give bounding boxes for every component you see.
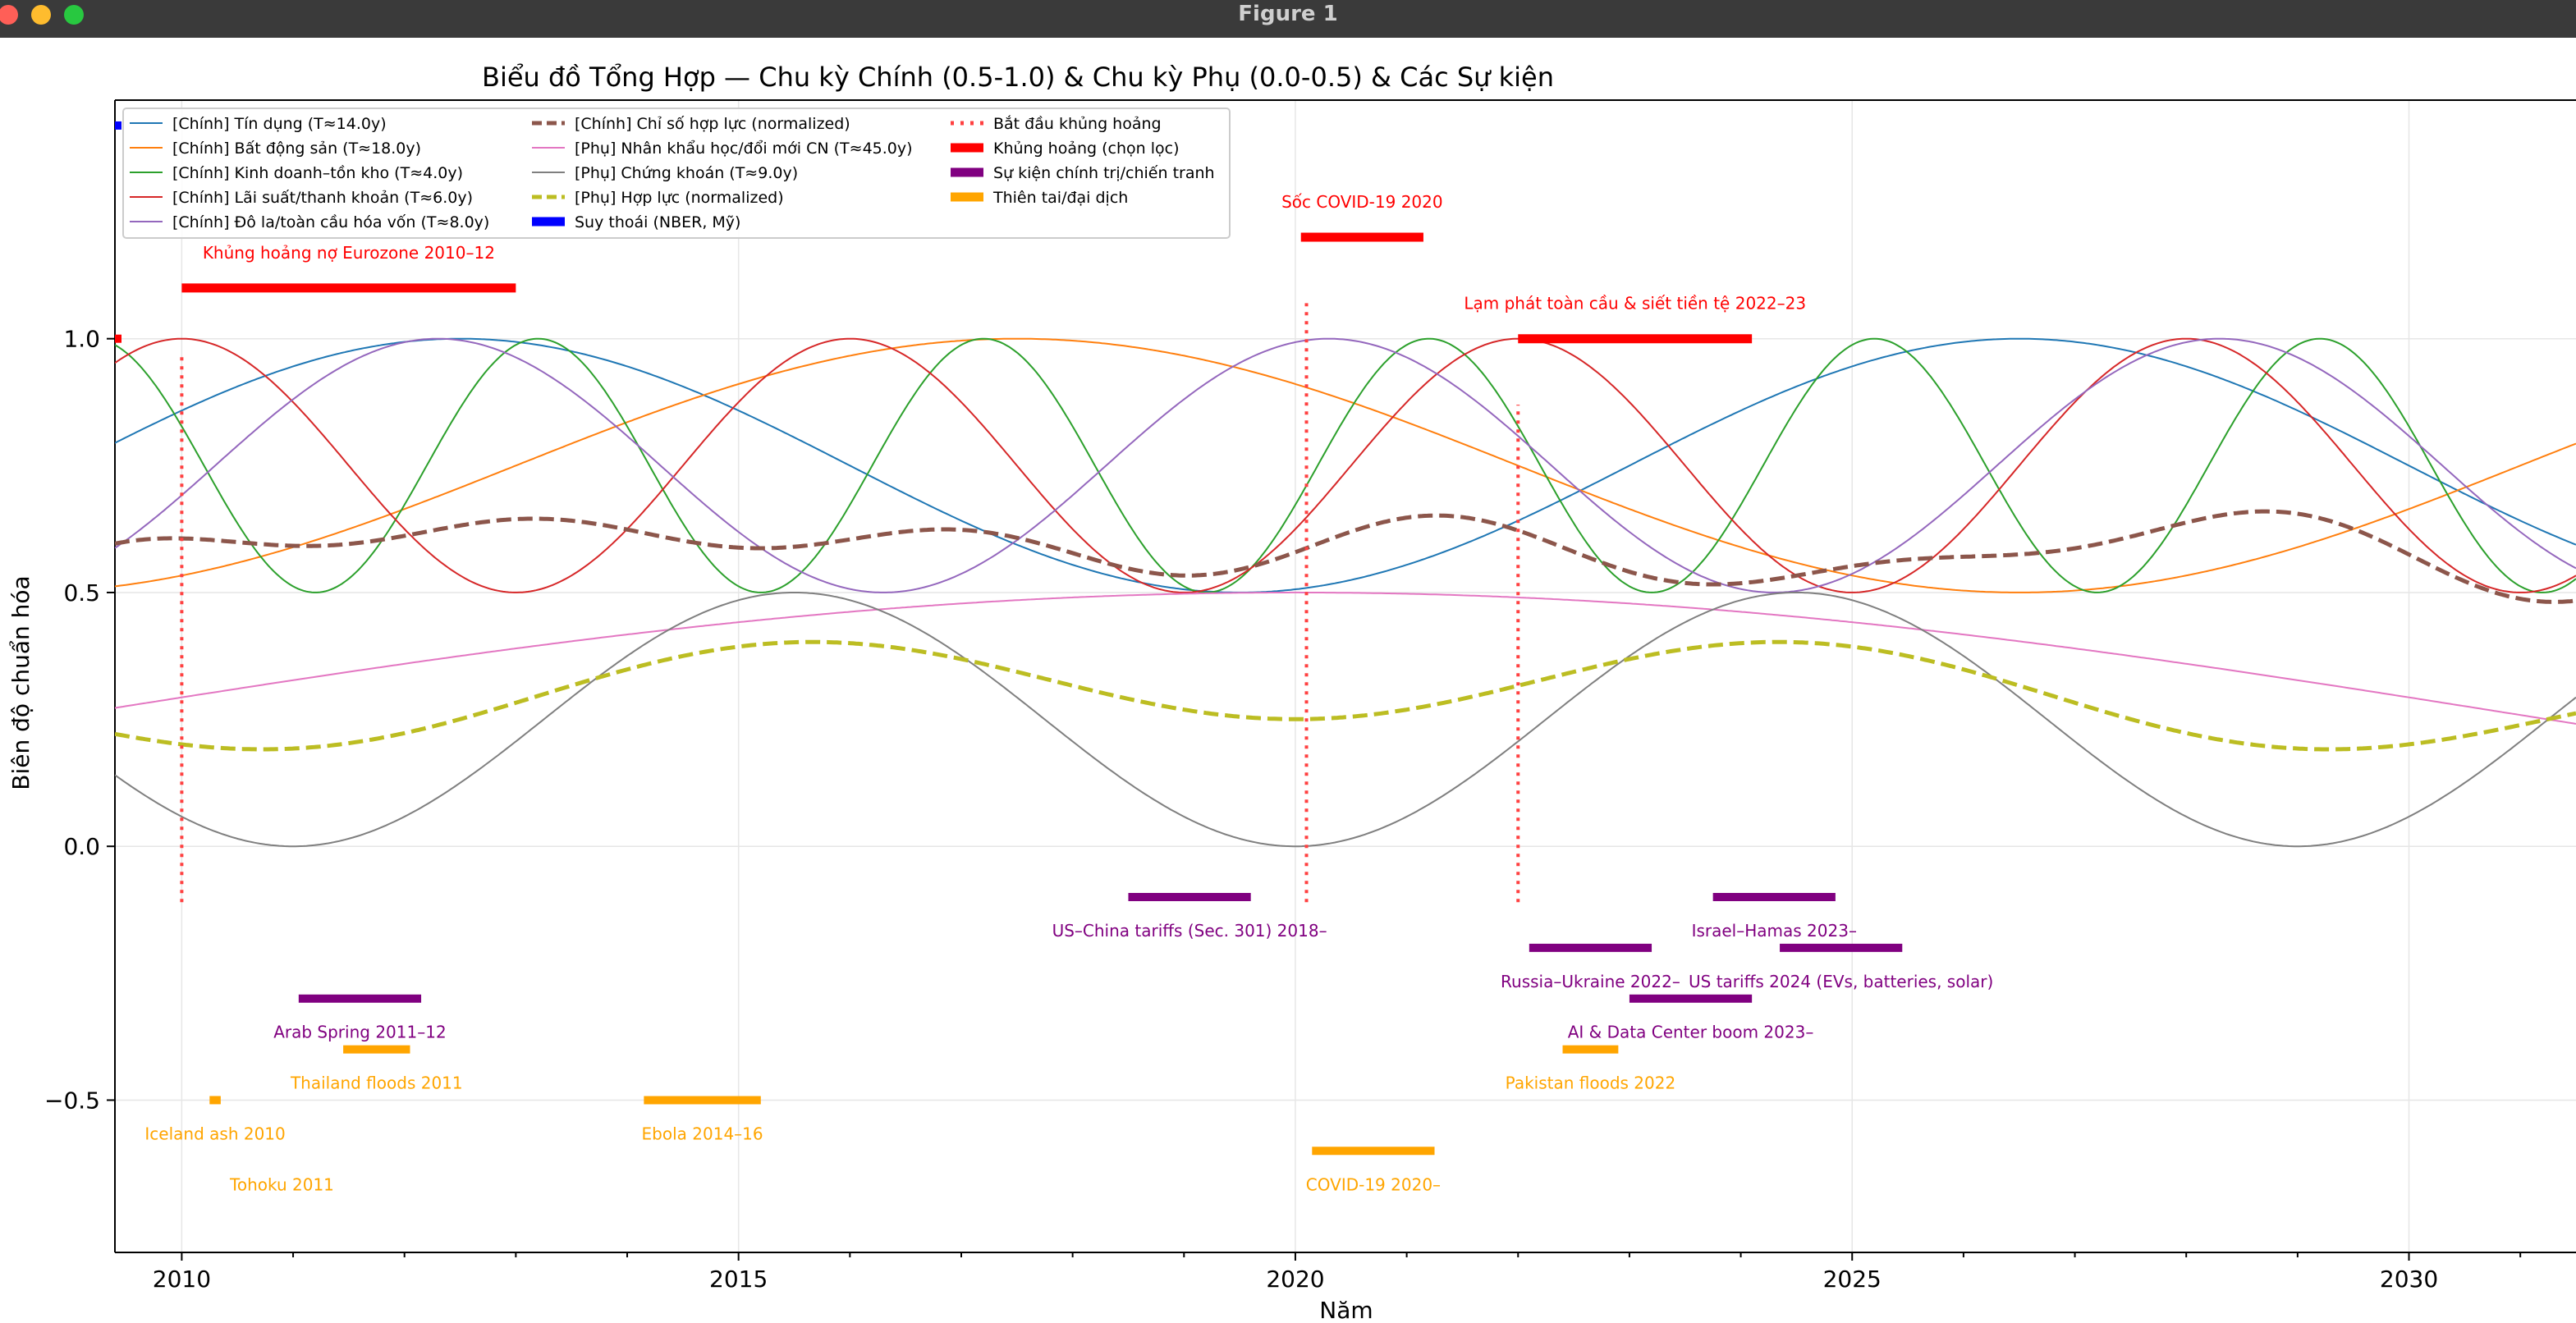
political-event-label: US tariffs 2024 (EVs, batteries, solar)	[1689, 972, 1993, 991]
plot-area: 2010 2015 2020 2025 2030 −0.5 0.0 0.5 1.0 Khủng h…	[44, 99, 2576, 1293]
crisis-label: Lạm phát toàn cầu & siết tiền tệ 2022–23	[1464, 294, 1806, 314]
disaster-label: Thailand floods 2011	[290, 1074, 463, 1093]
disaster-label: Tohoku 2011	[229, 1174, 334, 1194]
political-event-label: US–China tariffs (Sec. 301) 2018–	[1052, 921, 1327, 941]
legend-label: Thiên tai/đại dịch	[992, 189, 1128, 207]
series-line	[115, 337, 2576, 593]
minimize-button[interactable]	[31, 5, 51, 25]
legend-label: [Chính] Kinh doanh–tồn kho (T≈4.0y)	[172, 164, 463, 182]
legend-frame	[122, 108, 1231, 239]
legend-label: Sự kiện chính trị/chiến tranh	[993, 164, 1215, 182]
disaster-label: Pakistan floods 2022	[1506, 1074, 1676, 1093]
series-line	[115, 509, 2576, 604]
x-tick-label: 2030	[2380, 1266, 2438, 1293]
legend: [Chính] Tín dụng (T≈14.0y) [Chính] Bất độ…	[122, 108, 1231, 239]
x-tick-label: 2020	[1266, 1266, 1324, 1293]
y-tick-label: 0.5	[63, 579, 100, 607]
disaster-label: Iceland ash 2010	[144, 1124, 285, 1143]
y-tick-label: 1.0	[63, 326, 100, 353]
y-tick-label: −0.5	[44, 1087, 100, 1114]
x-tick-label: 2025	[1823, 1266, 1882, 1293]
crisis-label: Sốc COVID-19 2020	[1281, 192, 1443, 212]
y-tick-label: 0.0	[63, 833, 100, 860]
series-line	[115, 591, 2576, 725]
legend-label: [Chính] Đô la/toàn cầu hóa vốn (T≈8.0y)	[172, 213, 489, 231]
political-event-label: AI & Data Center boom 2023–	[1568, 1023, 1814, 1042]
series-line	[115, 337, 2576, 593]
series-line	[115, 639, 2576, 752]
recession-marker	[115, 121, 121, 130]
crisis-marker	[115, 334, 121, 343]
legend-label: [Chính] Chỉ số hợp lực (normalized)	[575, 115, 850, 133]
x-tick-label: 2010	[153, 1266, 211, 1293]
close-button[interactable]	[0, 5, 18, 25]
chart: Biểu đồ Tổng Hợp — Chu kỳ Chính (0.5-1.0…	[7, 62, 2576, 1323]
legend-label: [Phụ] Hợp lực (normalized)	[575, 189, 784, 207]
political-event-label: Arab Spring 2011–12	[273, 1023, 446, 1042]
x-axis-label: Năm	[1319, 1297, 1373, 1323]
window-titlebar: Figure 1	[0, 0, 2576, 38]
legend-label: Suy thoái (NBER, Mỹ)	[575, 213, 740, 231]
legend-label: Khủng hoảng (chọn lọc)	[993, 140, 1180, 158]
legend-label: [Chính] Lãi suất/thanh khoản (T≈6.0y)	[172, 189, 473, 207]
crisis-label: Khủng hoảng nợ Eurozone 2010–12	[203, 243, 495, 263]
series-line	[115, 337, 2576, 593]
series-line	[115, 591, 2576, 848]
disaster-label: Ebola 2014–16	[642, 1124, 763, 1143]
y-axis-label: Biên độ chuẩn hóa	[7, 575, 34, 790]
political-event-label: Israel–Hamas 2023–	[1692, 921, 1857, 941]
disaster-label: COVID-19 2020–	[1306, 1174, 1441, 1194]
chart-title: Biểu đồ Tổng Hợp — Chu kỳ Chính (0.5-1.0…	[482, 62, 1554, 93]
legend-label: [Chính] Tín dụng (T≈14.0y)	[172, 115, 387, 133]
legend-label: [Phụ] Chứng khoán (T≈9.0y)	[575, 164, 798, 182]
x-tick-label: 2015	[709, 1266, 768, 1293]
series-line	[115, 337, 2576, 593]
window-title: Figure 1	[1238, 2, 1338, 26]
zoom-button[interactable]	[64, 5, 84, 25]
series-line	[115, 337, 2576, 593]
legend-label: [Chính] Bất động sản (T≈18.0y)	[172, 140, 421, 158]
legend-label: Bắt đầu khủng hoảng	[993, 114, 1162, 133]
political-event-label: Russia–Ukraine 2022–	[1501, 972, 1680, 991]
series-group	[115, 337, 2576, 848]
legend-label: [Phụ] Nhân khẩu học/đổi mới CN (T≈45.0y)	[575, 140, 913, 158]
